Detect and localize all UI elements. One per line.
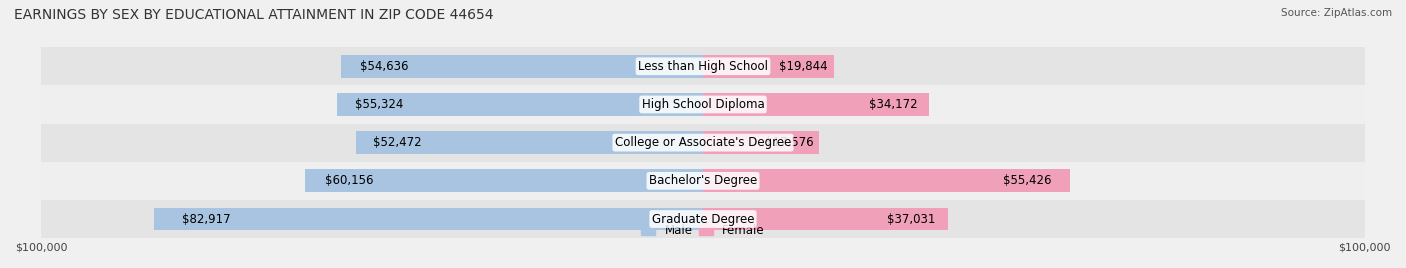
Text: College or Associate's Degree: College or Associate's Degree	[614, 136, 792, 149]
Text: $37,031: $37,031	[887, 213, 936, 226]
Bar	[703, 131, 820, 154]
Text: $19,844: $19,844	[779, 60, 828, 73]
Bar	[337, 93, 703, 116]
Legend: Male, Female: Male, Female	[637, 219, 769, 242]
Bar	[305, 169, 703, 192]
Bar	[342, 55, 703, 78]
Text: Less than High School: Less than High School	[638, 60, 768, 73]
Bar	[41, 200, 1365, 238]
Bar	[155, 208, 703, 230]
Text: $52,472: $52,472	[373, 136, 422, 149]
Text: $60,156: $60,156	[325, 174, 374, 187]
Bar	[41, 85, 1365, 124]
Bar	[41, 124, 1365, 162]
Text: High School Diploma: High School Diploma	[641, 98, 765, 111]
Text: Source: ZipAtlas.com: Source: ZipAtlas.com	[1281, 8, 1392, 18]
Bar	[41, 162, 1365, 200]
Text: $55,324: $55,324	[356, 98, 404, 111]
Text: $55,426: $55,426	[1002, 174, 1052, 187]
Text: Bachelor's Degree: Bachelor's Degree	[650, 174, 756, 187]
Text: $34,172: $34,172	[869, 98, 918, 111]
Bar	[703, 55, 834, 78]
Bar	[356, 131, 703, 154]
Text: $82,917: $82,917	[181, 213, 231, 226]
Bar	[41, 47, 1365, 85]
Bar	[703, 208, 948, 230]
Bar	[703, 169, 1070, 192]
Text: Graduate Degree: Graduate Degree	[652, 213, 754, 226]
Bar	[703, 93, 929, 116]
Text: $54,636: $54,636	[360, 60, 408, 73]
Text: EARNINGS BY SEX BY EDUCATIONAL ATTAINMENT IN ZIP CODE 44654: EARNINGS BY SEX BY EDUCATIONAL ATTAINMEN…	[14, 8, 494, 22]
Text: $17,576: $17,576	[765, 136, 814, 149]
